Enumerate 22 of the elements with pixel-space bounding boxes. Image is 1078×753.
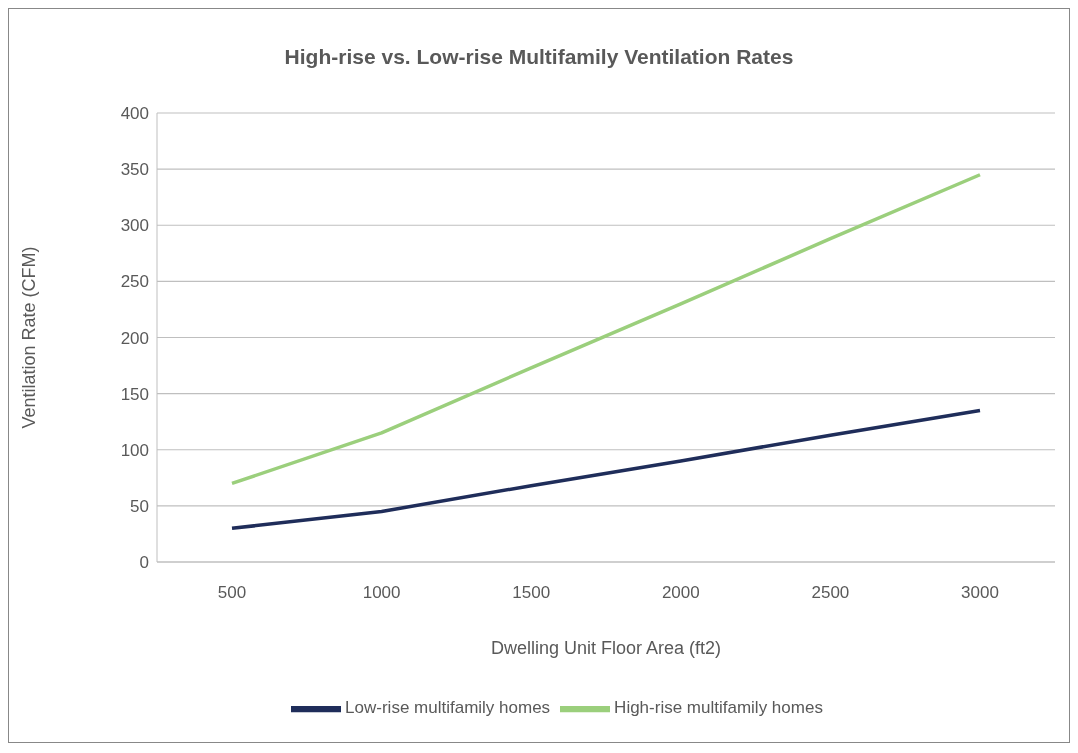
y-axis-title: Ventilation Rate (CFM) xyxy=(19,246,40,429)
y-tick-label: 0 xyxy=(139,553,149,573)
chart-title: High-rise vs. Low-rise Multifamily Ventilation Rates xyxy=(283,45,795,69)
x-axis-title: Dwelling Unit Floor Area (ft2) xyxy=(490,638,722,658)
y-tick-label: 350 xyxy=(120,160,149,180)
x-tick-label: 1500 xyxy=(512,583,551,603)
y-tick-label: 400 xyxy=(120,104,149,124)
y-tick-label: 100 xyxy=(120,440,149,460)
x-tick-label: 2500 xyxy=(811,583,850,603)
y-tick-label: 150 xyxy=(120,384,149,404)
x-tick-label: 1000 xyxy=(362,583,401,603)
x-tick-label: 3000 xyxy=(961,583,999,603)
legend-label: High-rise multifamily homes xyxy=(614,698,823,718)
legend-label: Low-rise multifamily homes xyxy=(345,698,551,718)
line-series xyxy=(230,408,982,531)
y-tick-label: 50 xyxy=(130,496,149,516)
line-series xyxy=(230,172,982,486)
y-tick-label: 300 xyxy=(120,216,149,236)
y-tick-label: 200 xyxy=(120,328,149,348)
x-tick-label: 2000 xyxy=(661,583,700,603)
y-tick-label: 250 xyxy=(120,272,149,292)
x-tick-label: 500 xyxy=(217,583,247,603)
